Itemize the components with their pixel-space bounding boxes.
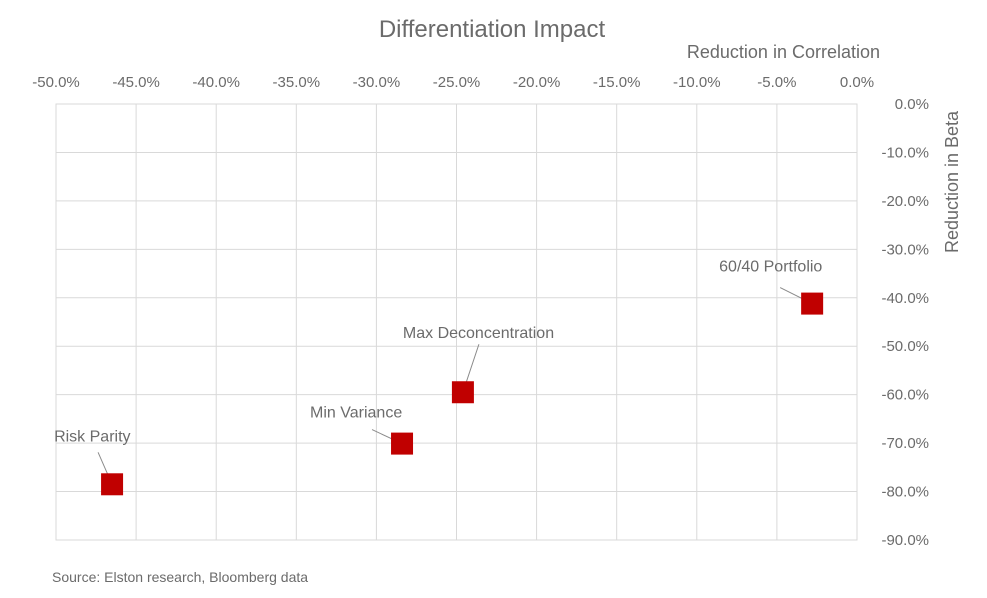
data-labels: Risk Parity Min Variance Max Deconcentrati… bbox=[54, 259, 822, 446]
y-tick-label: -50.0% bbox=[881, 338, 929, 355]
source-note: Source: Elston research, Bloomberg data bbox=[52, 569, 308, 585]
y-tick-label: 0.0% bbox=[895, 96, 929, 113]
x-tick-label: -40.0% bbox=[192, 74, 240, 91]
x-tick-label: -5.0% bbox=[757, 74, 796, 91]
y-tick-label: -60.0% bbox=[881, 387, 929, 404]
x-tick-label: -20.0% bbox=[513, 74, 561, 91]
data-points bbox=[101, 292, 824, 496]
data-point-label: Min Variance bbox=[310, 405, 402, 422]
x-tick-label: -30.0% bbox=[353, 74, 401, 91]
x-tick-label: -15.0% bbox=[593, 74, 641, 91]
plot-area bbox=[55, 103, 858, 541]
x-tick-label: 0.0% bbox=[840, 74, 874, 91]
data-point-marker bbox=[451, 381, 474, 404]
x-tick-label: -45.0% bbox=[112, 74, 160, 91]
data-point-marker bbox=[101, 473, 124, 496]
chart-title: Differentiation Impact bbox=[379, 16, 606, 43]
y-tick-label: -30.0% bbox=[881, 241, 929, 258]
data-point-marker bbox=[391, 432, 414, 455]
x-tick-label: -10.0% bbox=[673, 74, 721, 91]
x-tick-label: -25.0% bbox=[433, 74, 481, 91]
x-axis-ticks: -50.0% -45.0% -40.0% -35.0% -30.0% -25.0% -20.… bbox=[32, 74, 874, 91]
y-axis-ticks: 0.0% -10.0% -20.0% -30.0% -40.0% -50.0% -60.0%… bbox=[881, 96, 929, 549]
gridlines bbox=[55, 103, 858, 541]
data-point-label: Risk Parity bbox=[54, 428, 130, 445]
y-tick-label: -90.0% bbox=[881, 532, 929, 549]
x-tick-label: -50.0% bbox=[32, 74, 80, 91]
data-point-label: Max Deconcentration bbox=[403, 325, 554, 342]
y-tick-label: -10.0% bbox=[881, 144, 929, 161]
data-point-marker bbox=[801, 292, 824, 315]
y-tick-label: -40.0% bbox=[881, 290, 929, 307]
x-axis-title: Reduction in Correlation bbox=[687, 42, 880, 62]
data-point-label: 60/40 Portfolio bbox=[719, 259, 822, 276]
y-axis-title: Reduction in Beta bbox=[942, 110, 962, 253]
x-tick-label: -35.0% bbox=[273, 74, 321, 91]
y-tick-label: -20.0% bbox=[881, 193, 929, 210]
y-tick-label: -80.0% bbox=[881, 484, 929, 501]
y-tick-label: -70.0% bbox=[881, 435, 929, 452]
